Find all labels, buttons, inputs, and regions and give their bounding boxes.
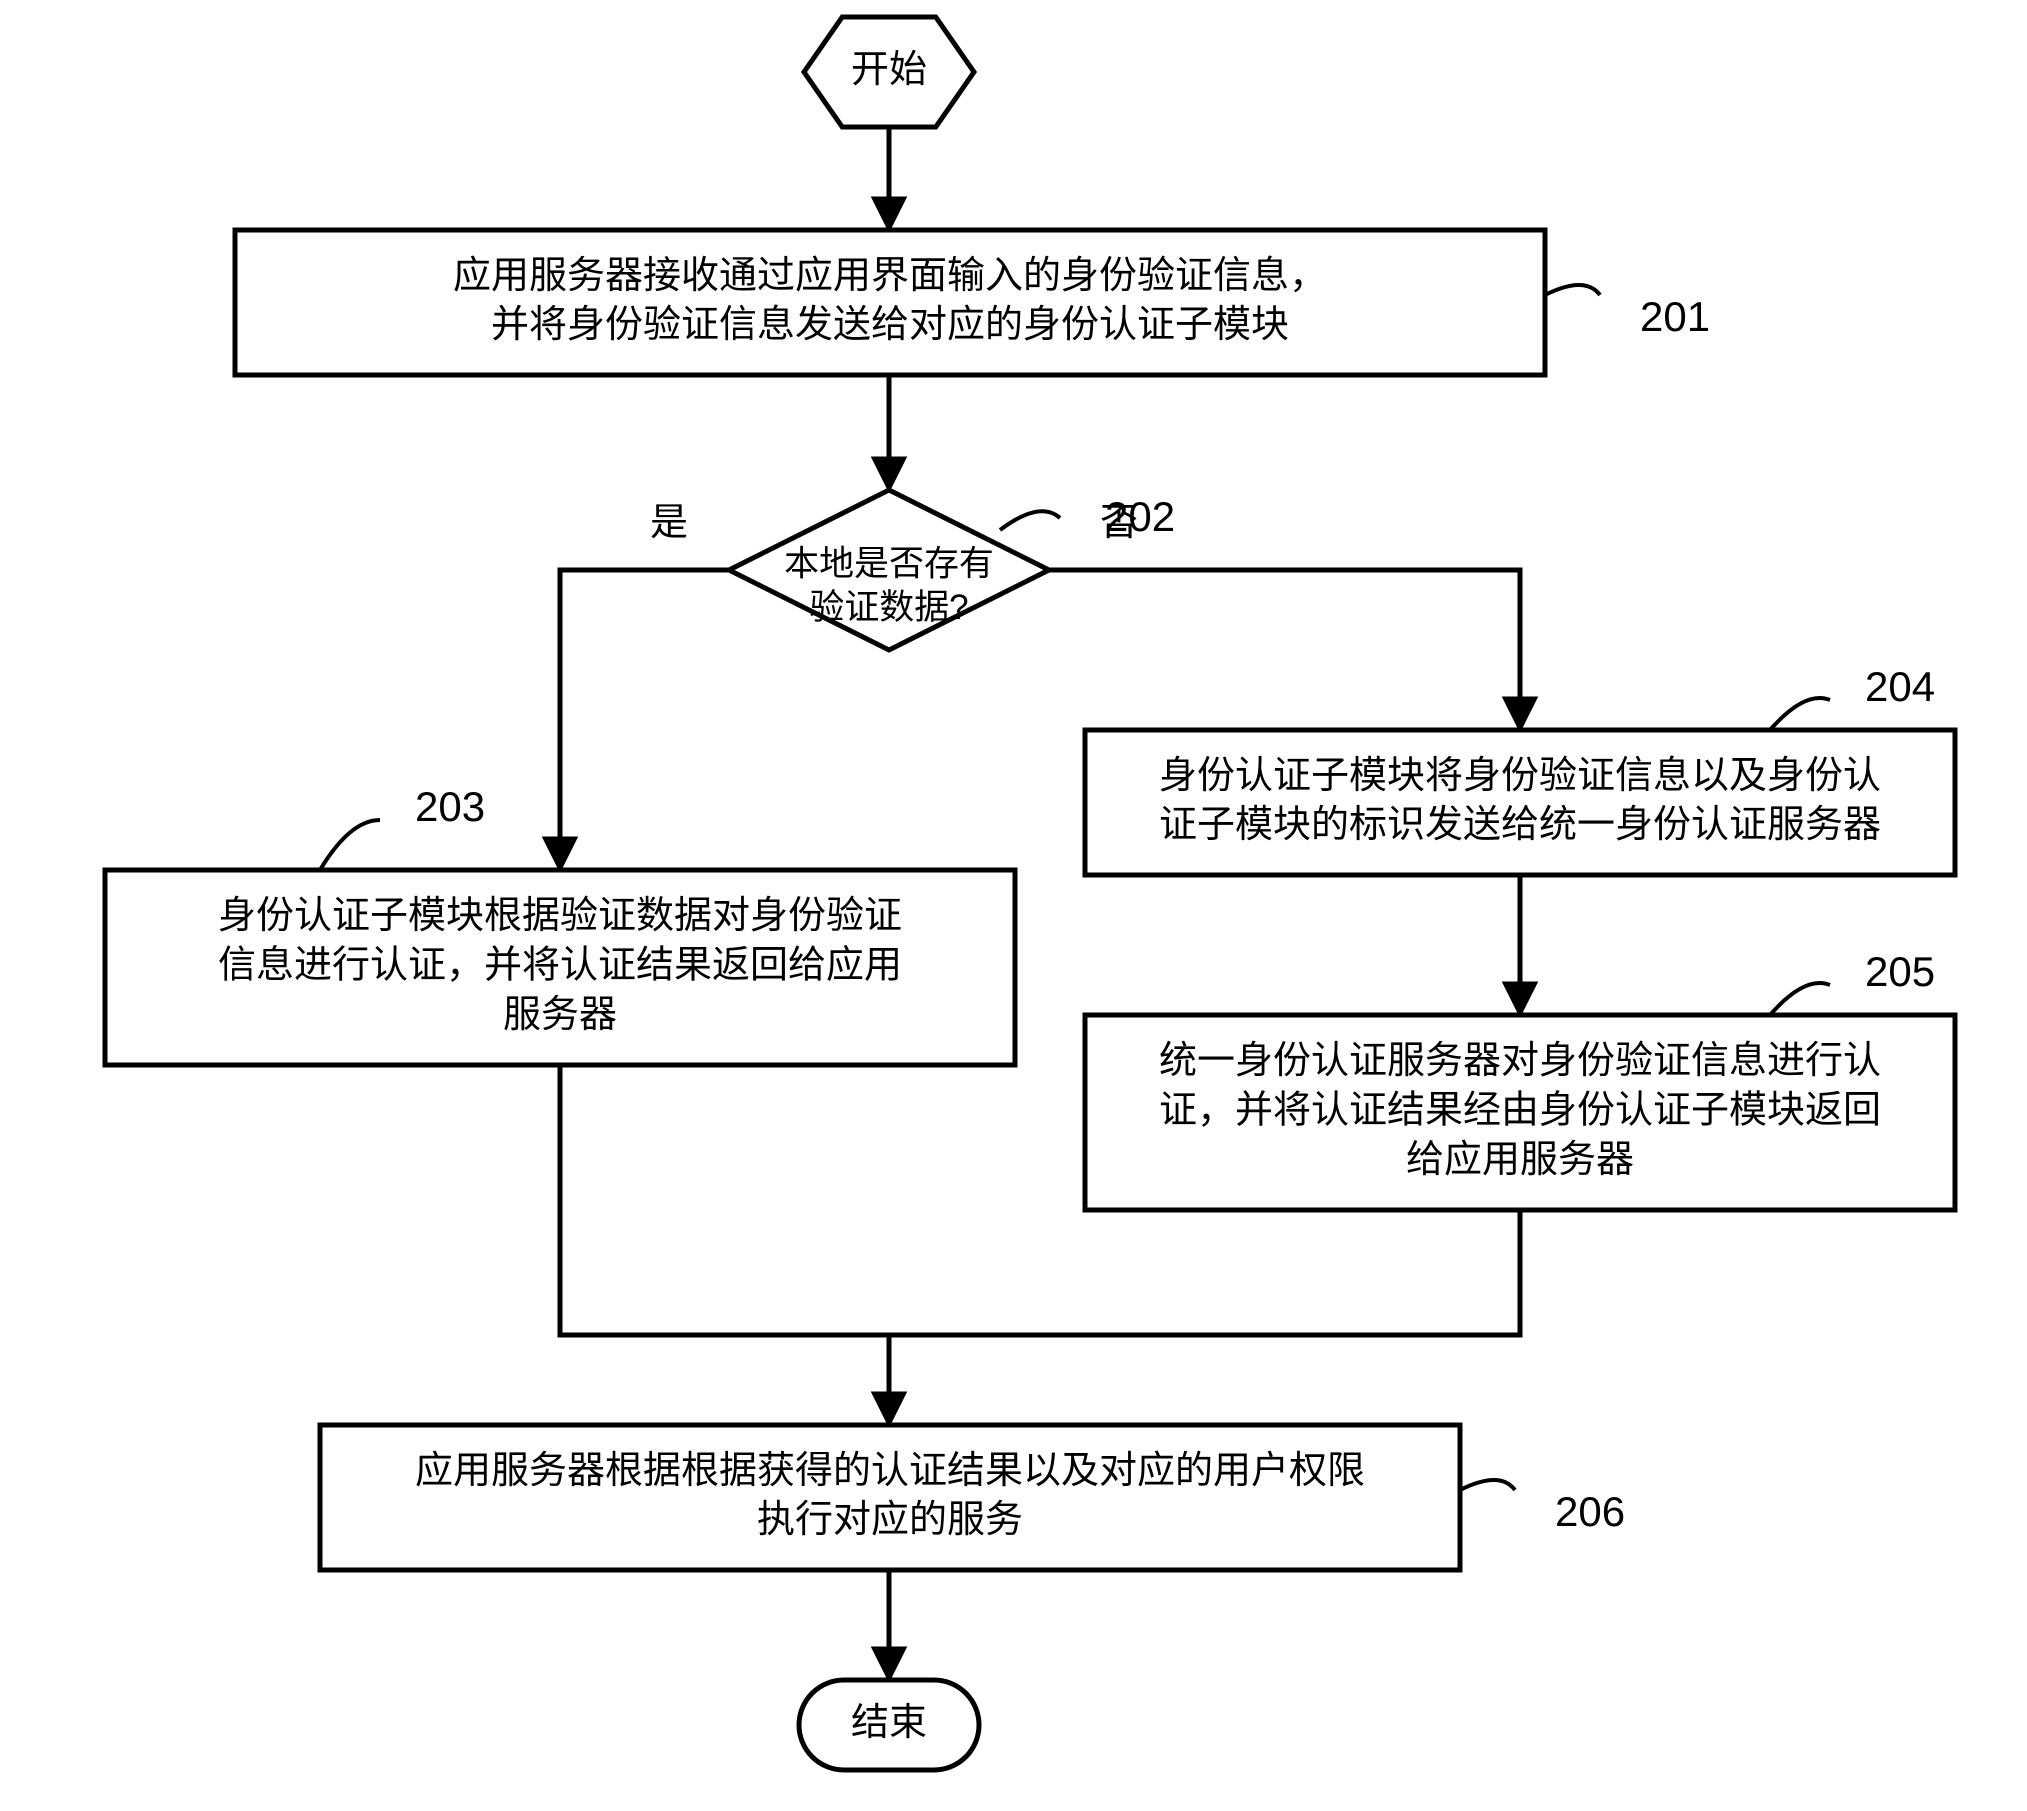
step-label: 201 bbox=[1640, 293, 1710, 340]
step-label: 203 bbox=[415, 783, 485, 830]
node-text: 给应用服务器 bbox=[1406, 1139, 1634, 1181]
node-text: 身份认证子模块根据验证数据对身份验证 bbox=[218, 895, 902, 937]
rect-shape bbox=[1085, 730, 1955, 875]
step-label: 205 bbox=[1865, 948, 1935, 995]
node-end: 结束 bbox=[799, 1680, 979, 1770]
flowchart-canvas: 是否开始结束应用服务器接收通过应用界面输入的身份验证信息，并将身份验证信息发送给… bbox=[0, 0, 2027, 1811]
edge bbox=[1049, 570, 1520, 730]
edge bbox=[560, 1065, 889, 1335]
nodes-layer: 开始结束 应用服务器接收通过应用界面输入的身份验证信息， 并将身份验证信息发送给对应… bbox=[105, 17, 1955, 1770]
node-text: 执行对应的服务 bbox=[757, 1499, 1023, 1541]
node-text: 信息进行认证，并将认证结果返回给应用 bbox=[218, 945, 902, 987]
leader-line bbox=[320, 820, 380, 870]
leader-line bbox=[1000, 511, 1060, 530]
leader-line bbox=[1770, 698, 1830, 730]
leader-line bbox=[1460, 1480, 1515, 1490]
leader-line bbox=[1545, 285, 1600, 295]
rect-shape bbox=[320, 1425, 1460, 1570]
node-start: 开始 bbox=[804, 17, 974, 127]
node-text: 身份认证子模块将身份验证信息以及身份认 bbox=[1159, 755, 1881, 797]
node-text: 本地是否存有 bbox=[784, 544, 994, 583]
node-text: 服务器 bbox=[503, 994, 617, 1036]
node-text: 验证数据? bbox=[809, 588, 968, 627]
node-text: 结束 bbox=[851, 1702, 927, 1744]
node-text: 证，并将认证结果经由身份认证子模块返回 bbox=[1159, 1090, 1881, 1132]
edge-label: 是 bbox=[650, 502, 688, 544]
step-label: 202 bbox=[1105, 493, 1175, 540]
node-text: 应用服务器接收通过应用界面输入的身份验证信息， bbox=[453, 255, 1327, 297]
rect-shape bbox=[235, 230, 1545, 375]
node-text: 并将身份验证信息发送给对应的身份认证子模块 bbox=[491, 304, 1289, 346]
node-text: 证子模块的标识发送给统一身份认证服务器 bbox=[1159, 804, 1881, 846]
edge bbox=[889, 1210, 1520, 1335]
step-label: 206 bbox=[1555, 1488, 1625, 1535]
node-n201: 应用服务器接收通过应用界面输入的身份验证信息， 并将身份验证信息发送给对应的身份认… bbox=[235, 230, 1710, 375]
node-text: 统一身份认证服务器对身份验证信息进行认 bbox=[1159, 1040, 1881, 1082]
edge bbox=[560, 570, 729, 870]
node-n206: 应用服务器根据根据获得的认证结果以及对应的用户权限执行对应的服务 206 bbox=[320, 1425, 1625, 1570]
step-label: 204 bbox=[1865, 663, 1935, 710]
node-text: 开始 bbox=[851, 49, 927, 91]
leader-line bbox=[1770, 983, 1830, 1015]
node-text: 应用服务器根据根据获得的认证结果以及对应的用户权限 bbox=[415, 1450, 1365, 1492]
